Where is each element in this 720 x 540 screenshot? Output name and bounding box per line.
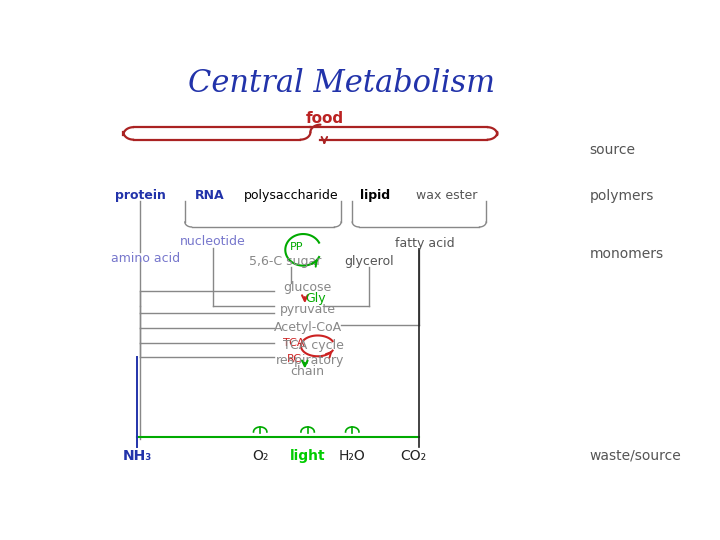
Text: Gly: Gly [306,292,326,305]
Text: protein: protein [114,190,166,202]
Text: PP: PP [289,241,303,252]
Text: source: source [590,143,636,157]
Text: waste/source: waste/source [590,449,681,463]
Text: amino acid: amino acid [111,252,181,265]
Text: TCA: TCA [283,338,305,348]
Text: TCA cycle: TCA cycle [283,339,343,352]
Text: Central Metabolism: Central Metabolism [188,68,495,99]
Text: 5,6-C sugar: 5,6-C sugar [249,254,322,267]
Text: RNA: RNA [195,190,225,202]
Text: polysaccharide: polysaccharide [243,190,338,202]
Text: wax ester: wax ester [416,190,478,202]
Text: glycerol: glycerol [344,254,394,267]
Text: glucose: glucose [284,281,332,294]
Text: nucleotide: nucleotide [180,235,246,248]
Text: lipid: lipid [359,190,390,202]
Text: light: light [290,449,325,463]
Text: pyruvate: pyruvate [279,303,336,316]
Text: NH₃: NH₃ [123,449,152,463]
Text: fatty acid: fatty acid [395,237,454,250]
Text: Acetyl-CoA: Acetyl-CoA [274,321,342,334]
Text: food: food [305,111,343,126]
Text: chain: chain [291,365,325,378]
Text: H₂O: H₂O [339,449,366,463]
Text: respiratory: respiratory [276,354,345,367]
Text: RC: RC [287,354,302,364]
Text: monomers: monomers [590,247,664,261]
Text: polymers: polymers [590,189,654,203]
Text: O₂: O₂ [252,449,269,463]
Text: CO₂: CO₂ [400,449,427,463]
